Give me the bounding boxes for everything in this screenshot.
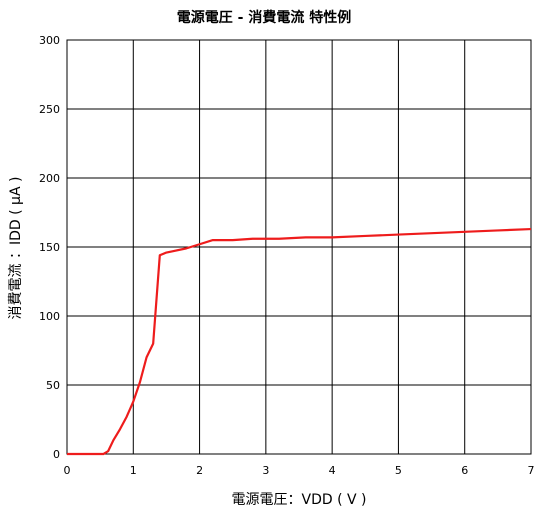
- y-axis-label: 消費電流 ：IDD ( μA ): [8, 177, 24, 320]
- x-tick-label: 4: [329, 464, 336, 477]
- y-tick-label: 300: [39, 34, 60, 47]
- grid: [66, 39, 532, 455]
- y-tick-label: 200: [39, 172, 60, 185]
- plot-frame: [66, 39, 532, 455]
- x-tick-label: 3: [262, 464, 269, 477]
- y-tick-label: 0: [53, 448, 60, 461]
- y-tick-label: 100: [39, 310, 60, 323]
- y-tick-label: 50: [46, 379, 60, 392]
- x-tick-label: 1: [130, 464, 137, 477]
- axis-ticks: 0 1 2 3 4 5 6 7 0 50 100 150 200 250 300: [39, 34, 534, 477]
- x-tick-label: 7: [528, 464, 534, 477]
- x-axis-label: 電源電圧：VDD ( V ): [232, 492, 367, 508]
- series-layer: [67, 227, 532, 456]
- series-line-0: [67, 227, 532, 456]
- x-tick-label: 2: [196, 464, 203, 477]
- x-tick-label: 6: [461, 464, 468, 477]
- y-tick-label: 250: [39, 103, 60, 116]
- x-tick-label: 5: [395, 464, 402, 477]
- y-tick-label: 150: [39, 241, 60, 254]
- x-tick-label: 0: [64, 464, 71, 477]
- chart-title: 電源電圧 - 消費電流 特性例: [177, 9, 351, 26]
